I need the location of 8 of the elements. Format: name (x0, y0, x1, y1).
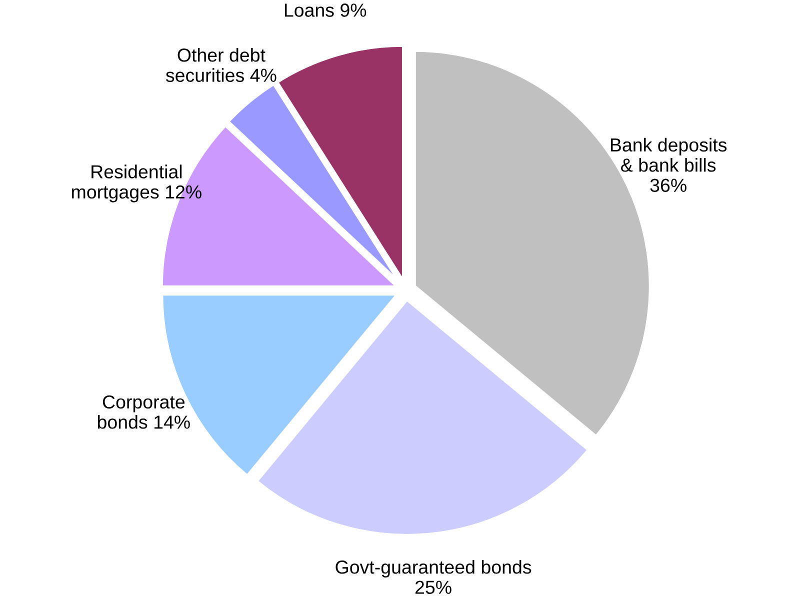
slice-label: Corporate bonds 14% (98, 395, 190, 429)
slice-label: Govt-guaranteed bonds (336, 560, 532, 578)
data-label: 25% (415, 580, 452, 594)
slice-label: Other debt securities 4% (166, 48, 276, 82)
data-label: 36% (650, 178, 686, 192)
slice-label: Bank deposits & bank bills (610, 138, 727, 172)
slice-label: Loans 9% (284, 4, 366, 17)
slice-label: Residential mortgages 12% (72, 164, 202, 202)
